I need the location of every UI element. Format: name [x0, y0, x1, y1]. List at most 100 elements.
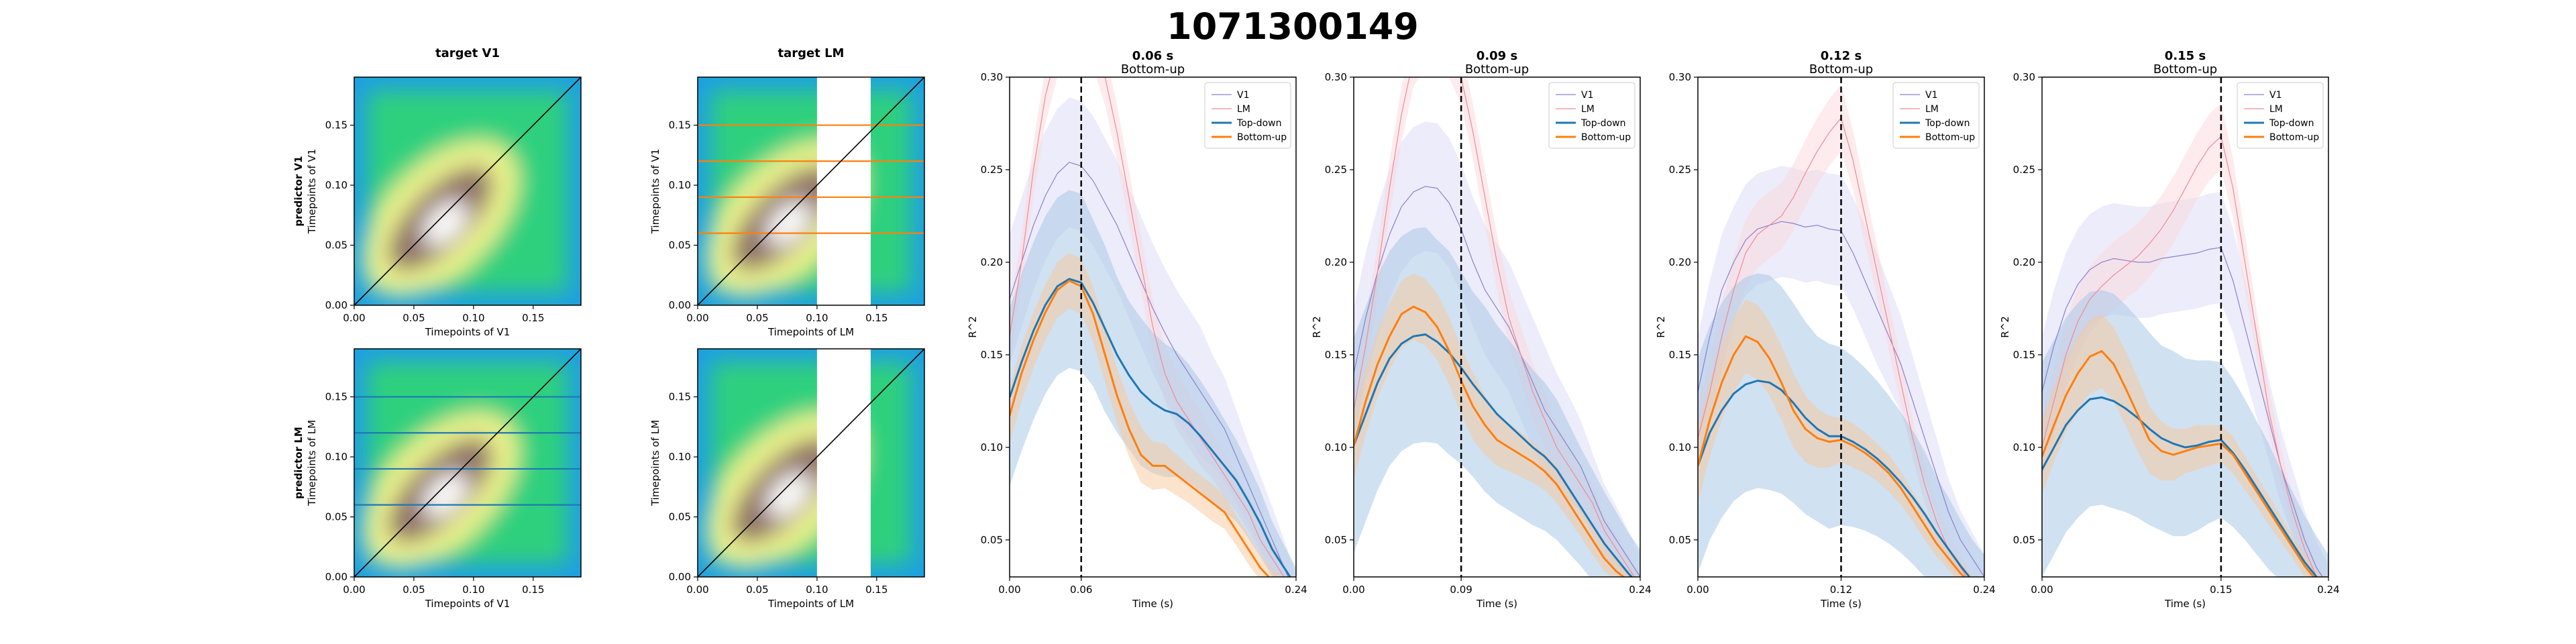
legend-label-lm: LM [1237, 104, 1250, 115]
legend-label-v1: V1 [1237, 90, 1249, 101]
y-axis-label: Timepoints of LM [649, 420, 661, 506]
series-line-lm [2042, 136, 2317, 577]
line-015: 0.00 0.15 0.24 0.05 0.10 0.15 0.20 0.25 0.30 Time… [1999, 49, 2340, 610]
legend-label-lm: LM [1925, 104, 1939, 115]
series-line-lm [1354, 77, 1635, 577]
heatmap-frame [354, 348, 582, 578]
y-axis-label: Timepoints of LM [306, 420, 318, 506]
chart-frame [1009, 76, 1297, 578]
y-axis-label: R^2 [1999, 316, 2011, 338]
line-006: 0.00 0.06 0.24 0.05 0.10 0.15 0.20 0.25 0.30 Time… [967, 49, 1307, 610]
y-axis-label: Timepoints of V1 [649, 149, 661, 235]
y-tick-label: 0.10 [1325, 441, 1347, 453]
x-tick-label: 0.00 [686, 584, 708, 596]
y-tick-label: 0.10 [1669, 441, 1691, 453]
y-tick-label: 0.10 [2013, 441, 2035, 453]
x-tick-label: 0.09 [1450, 584, 1472, 596]
chart-title: 0.15 s [2165, 49, 2206, 63]
chart-subtitle: Bottom-up [1121, 62, 1185, 76]
band-bottomup [1698, 299, 1975, 577]
chart-subtitle: Bottom-up [2153, 62, 2217, 76]
plot-area [1354, 77, 1640, 577]
y-tick-label: 0.10 [669, 179, 691, 191]
heatmap-frame [697, 76, 925, 306]
y-tick-label: 0.30 [1325, 71, 1347, 83]
x-tick-label: 0.10 [462, 312, 484, 324]
chart-frame [1353, 76, 1641, 578]
heatmap-level-peak [766, 201, 811, 246]
heatmap-title: target LM [778, 46, 845, 60]
heatmap-diagonal [354, 77, 581, 305]
chart-subtitle: Bottom-up [1465, 62, 1529, 76]
x-tick-label: 0.05 [402, 312, 425, 324]
y-tick-label: 0.20 [1325, 256, 1347, 268]
legend-label-topdown: Top-down [2269, 118, 2314, 129]
x-tick-label: 0.15 [2210, 584, 2232, 596]
y-tick-label: 0.15 [1325, 349, 1347, 361]
series-line-bottomup [2042, 350, 2315, 577]
legend-label-v1: V1 [2269, 90, 2282, 101]
heatmap-diagonal [698, 349, 924, 577]
legend-label-lm: LM [1581, 104, 1595, 115]
legend-label-v1: V1 [1925, 90, 1937, 101]
heatmap-grid: 0.000.000.050.050.100.100.150.15Timepoin… [292, 46, 925, 610]
y-tick-label: 0.15 [1669, 349, 1691, 361]
heatmap-field [354, 349, 581, 577]
band-lm [1698, 85, 1975, 577]
heatmap-masked-region [816, 77, 871, 305]
heatmap-field [698, 349, 924, 577]
x-tick-label: 0.12 [1830, 584, 1852, 596]
y-tick-label: 0.05 [981, 534, 1003, 546]
y-tick-label: 0.10 [669, 451, 691, 463]
legend-label-bottomup: Bottom-up [1237, 132, 1287, 143]
legend-frame [1892, 82, 1980, 149]
x-tick-label: 0.10 [806, 312, 828, 324]
x-tick-label: 0.00 [2031, 584, 2053, 596]
y-tick-label: 0.10 [325, 451, 347, 463]
x-axis-label: Timepoints of V1 [425, 326, 511, 338]
legend-label-bottomup: Bottom-up [2269, 132, 2319, 143]
heatmap-diagonal [354, 349, 581, 577]
x-axis-label: Timepoints of LM [767, 326, 854, 338]
y-tick-label: 0.25 [1325, 164, 1347, 176]
y-tick-label: 0.00 [669, 299, 691, 311]
line-012: 0.00 0.12 0.24 0.05 0.10 0.15 0.20 0.25 0.30 Time… [1655, 49, 1996, 610]
y-tick-label: 0.15 [325, 119, 347, 131]
chart-frame [2041, 76, 2329, 578]
x-tick-label: 0.15 [865, 312, 888, 324]
y-tick-label: 0.00 [325, 299, 347, 311]
y-tick-label: 0.05 [669, 239, 691, 252]
x-tick-label: 0.05 [746, 312, 768, 324]
heatmap-masked-region [816, 349, 871, 577]
x-tick-label: 0.00 [1686, 584, 1709, 596]
plot-area [2042, 77, 2328, 577]
legend: V1 LM Top-down Bottom-up [1892, 82, 1980, 149]
heatmap-field [698, 77, 924, 305]
legend-label-lm: LM [2269, 104, 2283, 115]
x-tick-label: 0.00 [343, 312, 365, 324]
x-tick-label: 0.06 [1070, 584, 1092, 596]
series-line-bottomup [1354, 305, 1625, 577]
chart-title: 0.09 s [1477, 49, 1517, 63]
legend-label-bottomup: Bottom-up [1581, 132, 1631, 143]
y-tick-label: 0.05 [1325, 534, 1347, 546]
y-tick-label: 0.05 [325, 239, 347, 252]
legend: V1 LM Top-down Bottom-up [2237, 82, 2324, 149]
legend-label-topdown: Top-down [1925, 118, 1970, 129]
band-v1 [1698, 166, 1984, 577]
legend-label-bottomup: Bottom-up [1925, 132, 1975, 143]
heatmap-level-peak [423, 201, 468, 246]
y-tick-label: 0.25 [2013, 164, 2035, 176]
band-bottomup [1354, 273, 1635, 577]
y-tick-label: 0.30 [981, 71, 1003, 83]
x-axis-label: Timepoints of LM [767, 598, 854, 610]
y-tick-label: 0.15 [981, 349, 1003, 361]
y-axis-label: R^2 [1311, 316, 1323, 338]
y-tick-label: 0.20 [1669, 256, 1691, 268]
x-axis-label: Timepoints of V1 [425, 598, 511, 610]
plot-area [1698, 77, 1984, 577]
x-tick-label: 0.00 [1342, 584, 1364, 596]
x-tick-label: 0.00 [998, 584, 1020, 596]
y-tick-label: 0.00 [669, 571, 691, 583]
